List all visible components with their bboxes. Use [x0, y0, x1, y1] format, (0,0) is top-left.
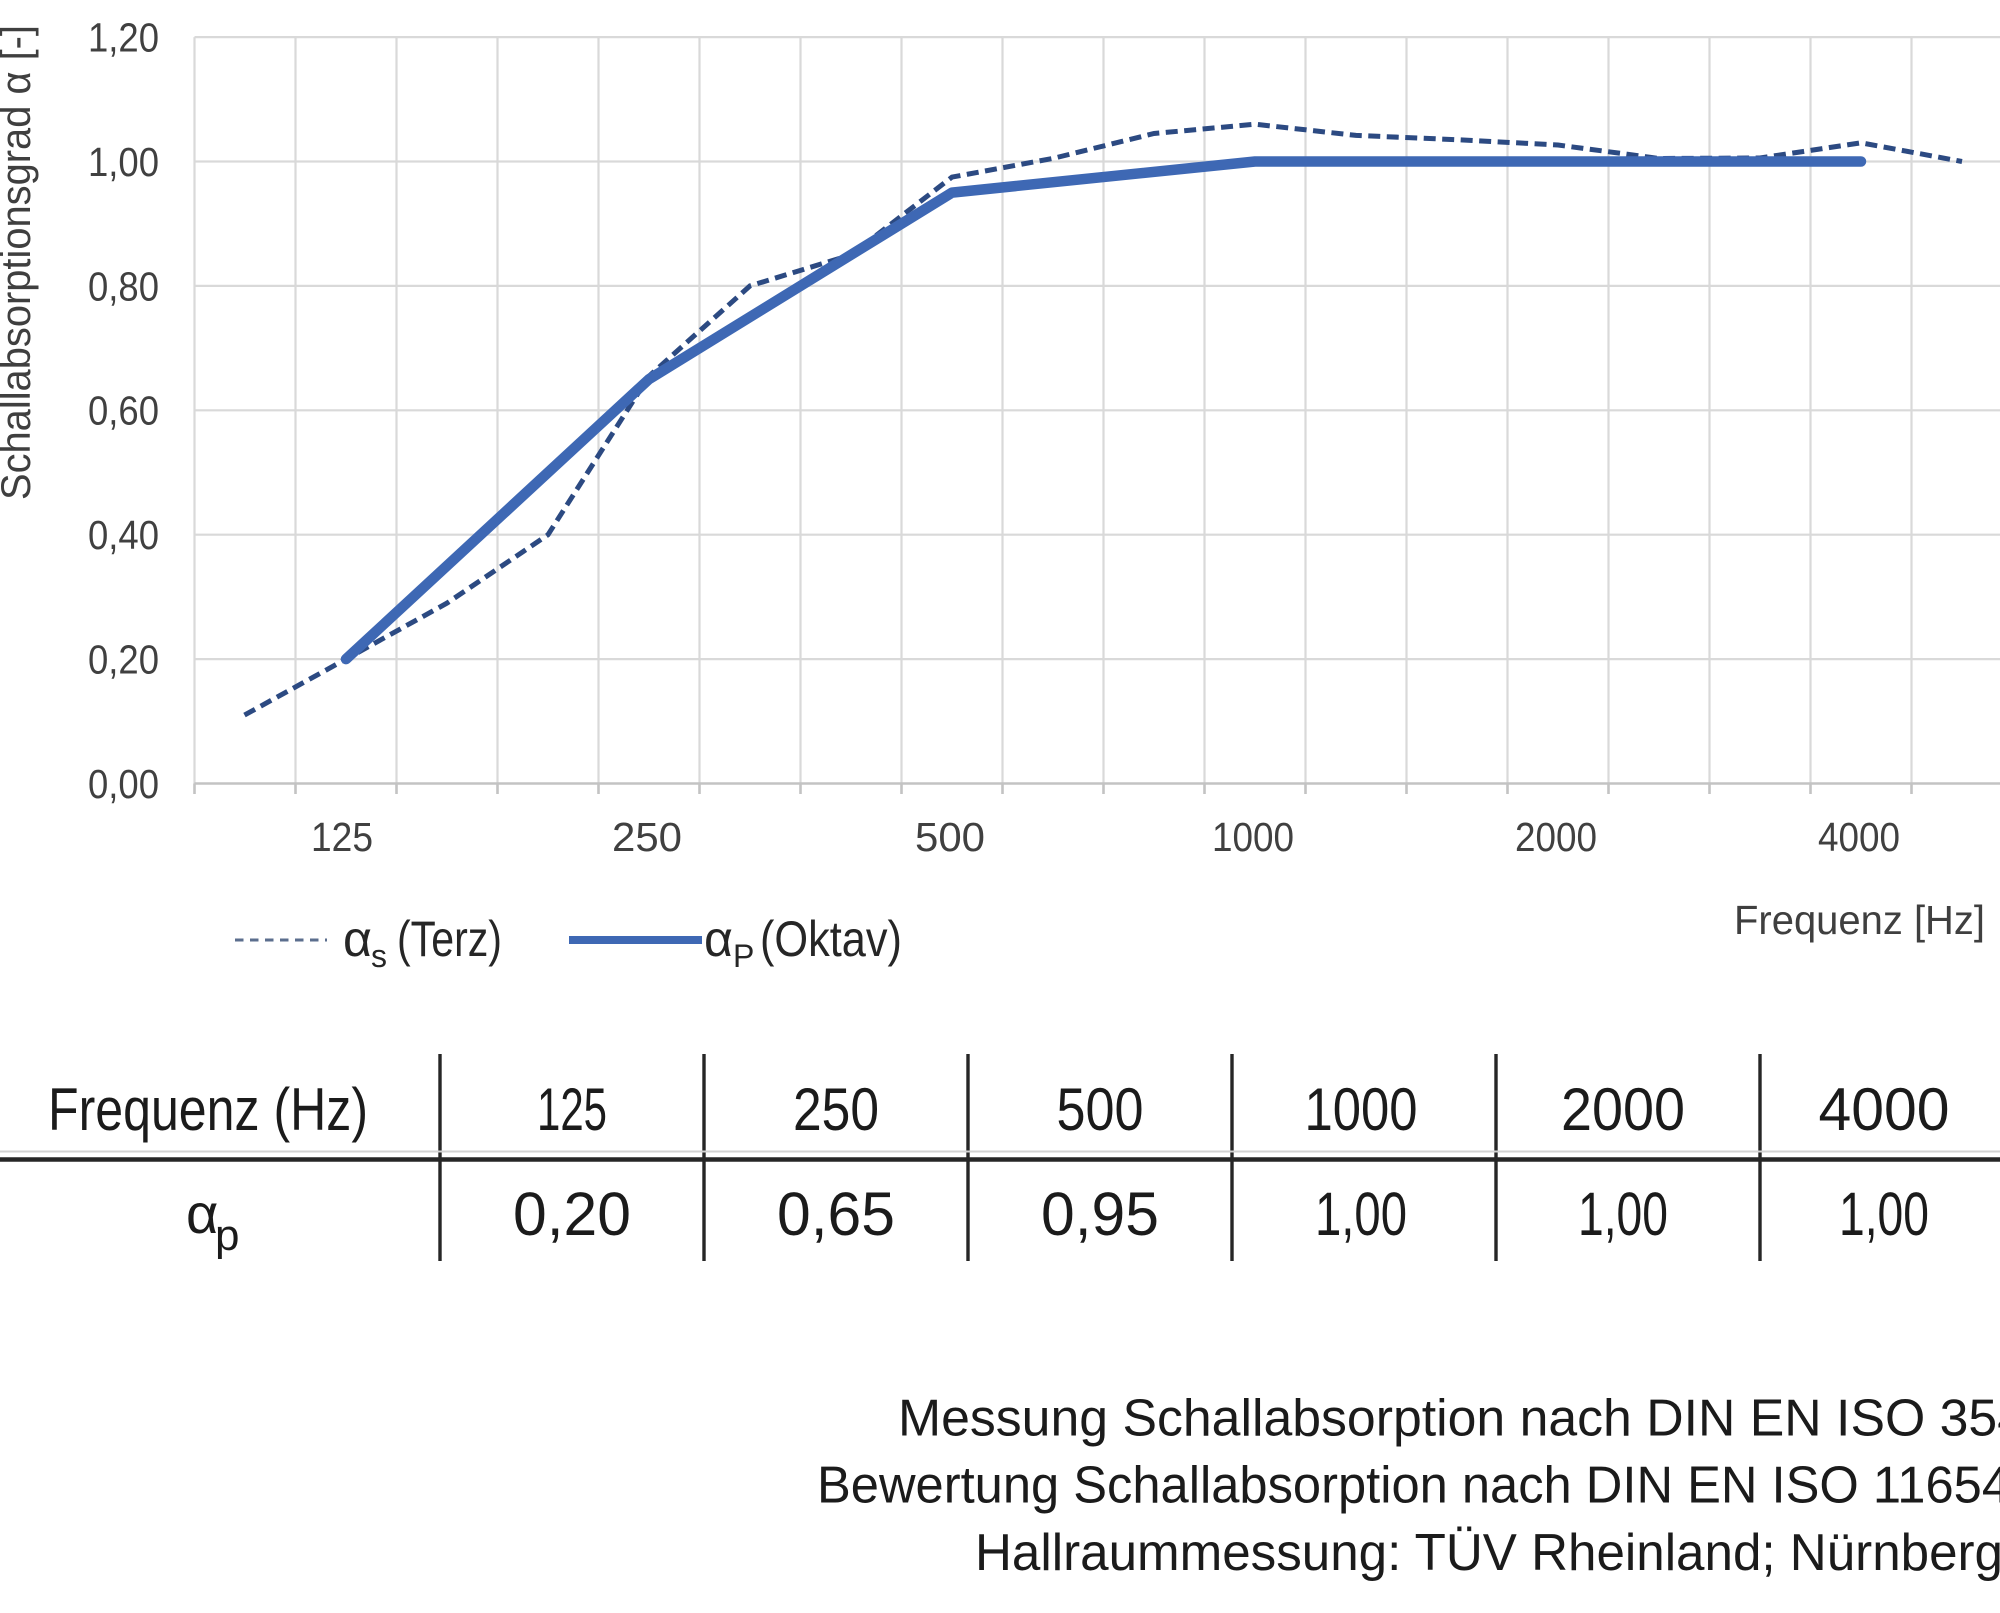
svg-text:0,00: 0,00: [88, 761, 159, 807]
svg-text:1,00: 1,00: [88, 139, 159, 185]
svg-text:α: α: [343, 911, 372, 967]
svg-text:0,95: 0,95: [1041, 1180, 1159, 1248]
svg-text:125: 125: [311, 814, 373, 860]
svg-text:1000: 1000: [1305, 1076, 1418, 1143]
svg-text:4000: 4000: [1818, 814, 1900, 860]
svg-text:4000: 4000: [1819, 1076, 1950, 1143]
svg-text:0,80: 0,80: [88, 263, 159, 309]
svg-text:α: α: [704, 911, 733, 967]
svg-text:1,20: 1,20: [88, 15, 159, 61]
svg-text:(Terz): (Terz): [397, 911, 502, 967]
svg-text:250: 250: [612, 814, 682, 860]
svg-text:2000: 2000: [1561, 1076, 1685, 1143]
svg-text:1,00: 1,00: [1315, 1180, 1407, 1248]
svg-text:1,00: 1,00: [1578, 1180, 1668, 1248]
svg-text:Hallraummessung: TÜV Rheinland: Hallraummessung: TÜV Rheinland; Nürnberg: [975, 1524, 2000, 1582]
svg-text:Messung Schallabsorption nach: Messung Schallabsorption nach DIN EN ISO…: [898, 1390, 2000, 1448]
svg-text:s: s: [371, 938, 387, 974]
svg-text:P: P: [733, 938, 754, 974]
svg-text:Frequenz (Hz): Frequenz (Hz): [48, 1076, 368, 1143]
svg-text:500: 500: [1057, 1076, 1144, 1143]
svg-text:α: α: [186, 1182, 218, 1245]
svg-text:1,00: 1,00: [1839, 1180, 1929, 1248]
svg-text:2000: 2000: [1515, 814, 1597, 860]
svg-text:Schallabsorptionsgrad α [-]: Schallabsorptionsgrad α [-]: [0, 25, 39, 500]
svg-text:0,60: 0,60: [88, 388, 159, 434]
svg-text:250: 250: [793, 1076, 879, 1143]
svg-text:(Oktav): (Oktav): [760, 911, 902, 967]
svg-text:125: 125: [537, 1076, 607, 1143]
svg-text:Frequenz [Hz]: Frequenz [Hz]: [1734, 897, 1985, 943]
svg-text:p: p: [215, 1211, 239, 1260]
svg-text:Bewertung Schallabsorption nac: Bewertung Schallabsorption nach DIN EN I…: [817, 1457, 2000, 1515]
svg-text:1000: 1000: [1212, 814, 1294, 860]
svg-text:0,65: 0,65: [777, 1180, 895, 1248]
svg-text:0,40: 0,40: [88, 512, 159, 558]
svg-text:0,20: 0,20: [88, 637, 159, 683]
svg-text:500: 500: [915, 814, 985, 860]
svg-text:0,20: 0,20: [513, 1180, 631, 1248]
